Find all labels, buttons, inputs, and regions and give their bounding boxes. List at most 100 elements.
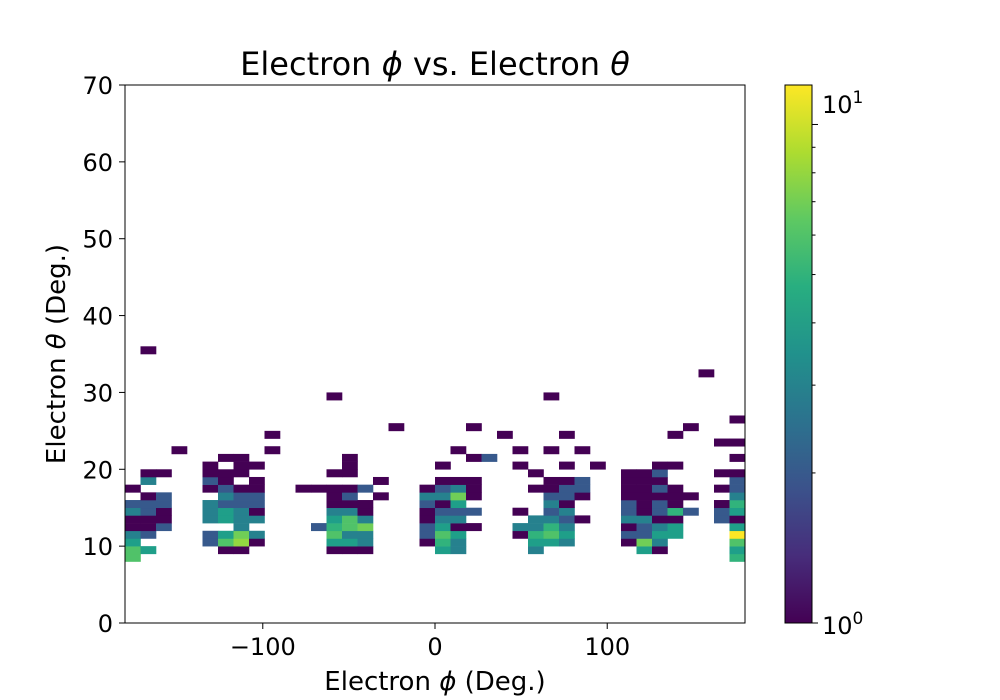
heatmap-cell bbox=[450, 530, 467, 539]
heatmap-cell bbox=[466, 507, 482, 516]
heatmap-cell bbox=[435, 484, 451, 493]
heatmap-cell bbox=[450, 538, 467, 547]
heatmap-cell bbox=[264, 446, 281, 455]
heatmap-cell bbox=[543, 538, 560, 547]
heatmap-cell bbox=[218, 453, 234, 462]
heatmap-cell bbox=[729, 523, 746, 532]
heatmap-cell bbox=[125, 515, 141, 524]
heatmap-cell bbox=[652, 538, 668, 547]
heatmap-cell bbox=[667, 430, 684, 439]
heatmap-cell bbox=[435, 507, 451, 516]
heatmap-cell bbox=[667, 515, 684, 524]
heatmap-cell bbox=[125, 523, 141, 532]
heatmap-cell bbox=[218, 469, 234, 478]
heatmap-cell bbox=[233, 515, 250, 524]
heatmap-cell bbox=[698, 369, 715, 378]
heatmap-cell bbox=[202, 515, 219, 524]
heatmap-cell bbox=[140, 492, 157, 501]
heatmap-cell bbox=[729, 546, 746, 555]
heatmap-cell bbox=[140, 546, 157, 555]
heatmap-cell bbox=[202, 500, 219, 509]
heatmap-cell bbox=[636, 530, 653, 539]
heatmap-cell bbox=[435, 476, 451, 485]
heatmap-cell bbox=[714, 438, 730, 447]
heatmap-cell bbox=[729, 492, 746, 501]
heatmap-cell bbox=[435, 538, 451, 547]
heatmap-cell bbox=[218, 492, 234, 501]
heatmap-cell bbox=[714, 500, 730, 509]
heatmap-cell bbox=[342, 530, 358, 539]
heatmap-cell bbox=[450, 546, 467, 555]
colorbar-gradient bbox=[784, 84, 813, 624]
heatmap-cell bbox=[419, 484, 436, 493]
heatmap-cell bbox=[729, 530, 746, 539]
heatmap-cell bbox=[450, 446, 467, 455]
heatmap-cell bbox=[171, 446, 188, 455]
heatmap-cell bbox=[636, 538, 653, 547]
heatmap-cell bbox=[652, 484, 668, 493]
y-tick-label: 0 bbox=[98, 610, 113, 638]
heatmap-cell bbox=[202, 530, 219, 539]
heatmap-cell bbox=[512, 530, 529, 539]
chart-title: Electron ϕ vs. Electron θ bbox=[240, 45, 630, 83]
heatmap-cell bbox=[202, 469, 219, 478]
heatmap-cell bbox=[559, 538, 575, 547]
heatmap-cell bbox=[140, 515, 157, 524]
heatmap-cell bbox=[156, 469, 172, 478]
heatmap-cell bbox=[543, 530, 560, 539]
heatmap-cell bbox=[419, 530, 436, 539]
heatmap-cell bbox=[559, 515, 575, 524]
heatmap-cell bbox=[233, 538, 250, 547]
heatmap-cell bbox=[543, 476, 560, 485]
heatmap-cell bbox=[466, 423, 482, 432]
heatmap-cell bbox=[636, 546, 653, 555]
heatmap-cell bbox=[342, 492, 358, 501]
heatmap-cell bbox=[326, 492, 343, 501]
heatmap-cell bbox=[729, 553, 746, 562]
heatmap-cell bbox=[621, 500, 637, 509]
heatmap-cell bbox=[729, 538, 746, 547]
heatmap-cell bbox=[249, 476, 265, 485]
heatmap-cell bbox=[311, 484, 327, 493]
heatmap-cell bbox=[140, 469, 157, 478]
heatmap-cell bbox=[233, 469, 250, 478]
heatmap-cell bbox=[683, 507, 699, 516]
y-tick-label: 40 bbox=[82, 303, 113, 331]
y-axis-title: Electron θ (Deg.) bbox=[42, 244, 72, 464]
heatmap-cell bbox=[249, 492, 265, 501]
heatmap-cell bbox=[264, 430, 281, 439]
heatmap-cell bbox=[326, 507, 343, 516]
heatmap-cell bbox=[249, 538, 265, 547]
x-axis-title: Electron ϕ (Deg.) bbox=[324, 667, 545, 697]
heatmap-cell bbox=[125, 530, 141, 539]
plot-area bbox=[124, 84, 746, 624]
heatmap-cell bbox=[218, 500, 234, 509]
heatmap-cell bbox=[140, 476, 157, 485]
heatmap-cell bbox=[466, 453, 482, 462]
heatmap-cells bbox=[125, 346, 746, 562]
y-tick-label: 10 bbox=[82, 533, 113, 561]
heatmap-cell bbox=[652, 461, 668, 470]
heatmap-cell bbox=[342, 484, 358, 493]
heatmap-cell bbox=[140, 500, 157, 509]
heatmap-cell bbox=[636, 469, 653, 478]
heatmap-cell bbox=[342, 469, 358, 478]
heatmap-cell bbox=[667, 530, 684, 539]
heatmap-cell bbox=[357, 546, 374, 555]
heatmap-cell bbox=[636, 484, 653, 493]
heatmap-cell bbox=[559, 430, 575, 439]
heatmap-cell bbox=[233, 453, 250, 462]
heatmap-cell bbox=[233, 530, 250, 539]
heatmap-cell bbox=[512, 446, 529, 455]
heatmap-cell bbox=[295, 484, 312, 493]
heatmap-cell bbox=[388, 423, 405, 432]
heatmap-cell bbox=[543, 500, 560, 509]
x-axis-ticks: −100 0 100 bbox=[230, 623, 630, 661]
heatmap-cell bbox=[636, 492, 653, 501]
heatmap-cell bbox=[202, 476, 219, 485]
heatmap-cell bbox=[326, 515, 343, 524]
heatmap-cell bbox=[543, 523, 560, 532]
heatmap-cell bbox=[357, 484, 374, 493]
heatmap-cell bbox=[652, 530, 668, 539]
heatmap-cell bbox=[729, 484, 746, 493]
